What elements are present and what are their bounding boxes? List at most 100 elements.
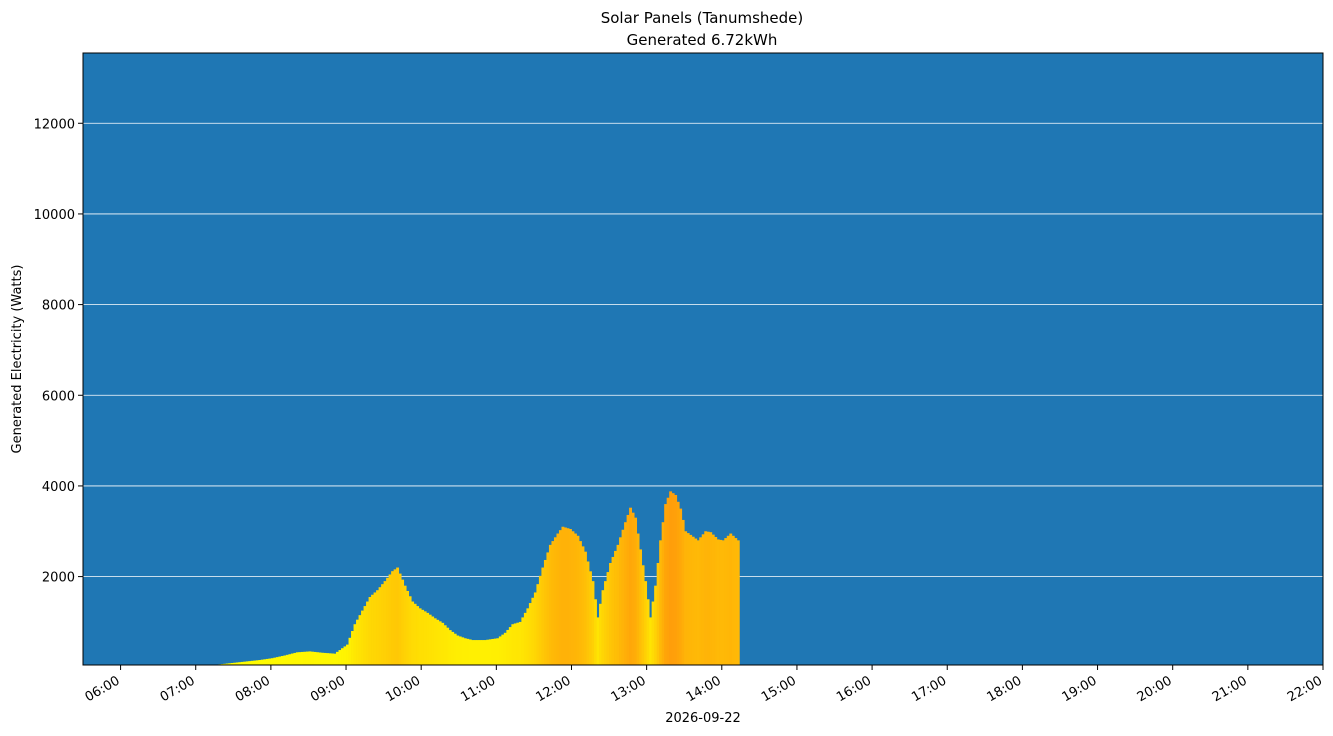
bar	[421, 609, 425, 665]
bars	[213, 491, 740, 665]
x-tick-label: 18:00	[984, 673, 1024, 705]
bar	[649, 617, 653, 665]
x-tick-label: 14:00	[684, 673, 724, 705]
bar	[258, 660, 262, 665]
bar	[223, 663, 227, 665]
bar	[368, 597, 372, 665]
bar	[719, 539, 723, 665]
bar	[516, 622, 520, 665]
y-axis: 2000 4000 6000 8000 10000 12000	[34, 117, 83, 586]
bar	[584, 551, 587, 665]
bar	[401, 579, 405, 665]
bar	[341, 648, 344, 665]
bar	[686, 533, 690, 665]
bar	[363, 606, 367, 665]
bar	[403, 585, 407, 665]
bar	[396, 567, 400, 665]
bar	[659, 540, 663, 665]
bar	[305, 651, 309, 665]
x-tick-label: 11:00	[458, 673, 498, 705]
bar	[466, 638, 470, 665]
bar	[255, 660, 259, 665]
bar	[248, 661, 252, 665]
x-tick-label: 08:00	[233, 673, 273, 705]
bar	[601, 590, 605, 665]
bar	[488, 639, 492, 665]
bar	[318, 652, 322, 665]
bar	[451, 631, 455, 665]
bar	[671, 493, 675, 665]
bar	[523, 612, 527, 665]
bar	[346, 644, 349, 665]
bar	[518, 621, 522, 665]
bar	[253, 660, 257, 665]
bar	[275, 657, 279, 665]
bar	[666, 497, 670, 665]
bar	[604, 581, 607, 665]
bar	[285, 654, 289, 665]
bar	[654, 585, 658, 665]
x-tick-label: 21:00	[1210, 673, 1250, 705]
bar	[709, 532, 713, 665]
bar	[331, 653, 334, 665]
bar	[661, 522, 665, 665]
bar	[476, 640, 480, 665]
bar	[263, 659, 267, 665]
x-tick-label: 15:00	[759, 673, 799, 705]
bar	[245, 661, 249, 665]
x-tick-label: 13:00	[609, 673, 649, 705]
bar	[651, 601, 655, 665]
bar	[376, 590, 379, 665]
bar	[511, 624, 515, 665]
x-tick-label: 17:00	[909, 673, 949, 705]
bar	[621, 529, 625, 665]
bar	[641, 565, 645, 665]
bar	[691, 536, 695, 665]
bar	[290, 653, 294, 665]
bar	[616, 544, 620, 665]
bar	[546, 552, 550, 665]
bar	[586, 561, 590, 665]
bar	[676, 501, 680, 665]
bar	[513, 623, 517, 665]
bar	[313, 651, 317, 665]
bar	[333, 653, 337, 665]
chart-title: Solar Panels (Tanumshede)	[601, 9, 804, 27]
bar	[634, 517, 638, 665]
x-tick-label: 10:00	[383, 673, 423, 705]
bar	[619, 537, 622, 665]
bar	[235, 662, 239, 665]
chart-subtitle: Generated 6.72kWh	[627, 31, 778, 49]
bar	[506, 629, 510, 665]
bar	[391, 571, 395, 665]
y-axis-label: Generated Electricity (Watts)	[10, 265, 25, 454]
bar	[413, 603, 417, 665]
bar	[734, 538, 738, 665]
bar	[270, 658, 274, 665]
bar	[594, 599, 597, 665]
y-tick-label: 10000	[34, 208, 75, 223]
bar	[243, 661, 247, 665]
bar	[315, 652, 319, 665]
bar	[328, 653, 332, 665]
bar	[453, 633, 457, 665]
bar	[563, 527, 567, 665]
bar	[611, 556, 615, 665]
bar	[528, 603, 532, 665]
bar	[378, 587, 382, 665]
y-tick-label: 6000	[42, 389, 75, 404]
bar	[446, 627, 450, 665]
bar	[679, 508, 683, 665]
bar	[536, 584, 540, 665]
bar	[533, 592, 537, 665]
bar	[656, 563, 660, 665]
bar	[230, 663, 234, 665]
bar	[548, 544, 552, 665]
bar	[408, 596, 412, 665]
bar	[288, 654, 292, 665]
bar	[571, 531, 575, 665]
bar	[323, 652, 327, 665]
bar	[423, 611, 427, 665]
bar	[609, 563, 612, 665]
bar	[406, 590, 410, 665]
